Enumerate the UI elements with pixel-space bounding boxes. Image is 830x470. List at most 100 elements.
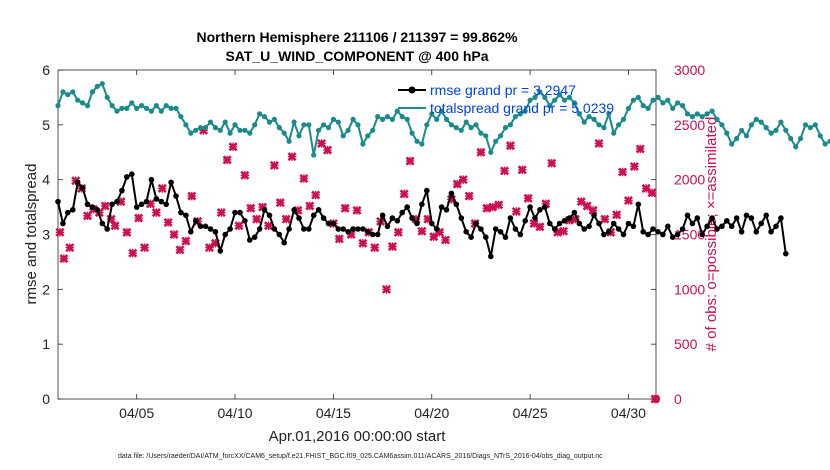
rmse-point	[743, 212, 750, 219]
y-right-tick-label: 3000	[674, 62, 705, 78]
totalspread-point	[414, 138, 420, 144]
totalspread-point	[212, 125, 218, 131]
totalspread-point	[439, 108, 445, 114]
obs-assimilated-point	[529, 219, 539, 229]
totalspread-point	[561, 97, 568, 103]
totalspread-point	[178, 114, 184, 120]
rmse-point	[478, 226, 484, 232]
rmse-point	[537, 207, 543, 213]
totalspread-point	[822, 141, 828, 147]
obs-assimilated-point	[523, 193, 533, 203]
totalspread-point	[488, 149, 494, 155]
rmse-point	[532, 215, 538, 221]
rmse-point	[748, 215, 755, 221]
totalspread-point	[232, 122, 238, 128]
totalspread-point	[291, 119, 297, 125]
totalspread-point	[261, 114, 268, 120]
totalspread-point	[704, 111, 710, 117]
totalspread-point	[119, 105, 125, 111]
x-axis-label: Apr.01,2016 00:00:00 start	[269, 428, 447, 445]
rmse-point	[571, 209, 578, 216]
totalspread-point	[198, 125, 204, 131]
totalspread-point	[778, 119, 784, 125]
rmse-point	[197, 223, 204, 230]
rmse-point	[153, 196, 160, 202]
totalspread-point	[158, 108, 164, 114]
totalspread-point	[276, 125, 282, 131]
rmse-point	[576, 220, 583, 227]
totalspread-point	[802, 122, 809, 128]
totalspread-point	[306, 122, 312, 128]
obs-assimilated-point	[381, 284, 392, 294]
rmse-point	[310, 212, 317, 219]
totalspread-point	[247, 130, 253, 136]
rmse-point	[256, 226, 263, 232]
rmse-point	[79, 185, 86, 191]
rmse-point	[517, 231, 524, 238]
totalspread-point	[217, 127, 223, 133]
rmse-point	[217, 248, 224, 254]
totalspread-point	[493, 138, 499, 144]
totalspread-point	[55, 103, 61, 109]
rmse-point	[55, 198, 61, 205]
obs-assimilated-point	[618, 167, 628, 177]
totalspread-point	[527, 97, 533, 103]
rmse-point	[635, 201, 642, 208]
rmse-point	[104, 226, 110, 232]
totalspread-point	[286, 138, 292, 144]
y-right-tick-label: 1000	[674, 281, 705, 297]
totalspread-point	[321, 122, 327, 128]
rmse-point	[669, 234, 676, 240]
totalspread-point	[65, 92, 71, 98]
rmse-point	[620, 231, 627, 238]
totalspread-point	[552, 97, 558, 103]
chart-title-line2: SAT_U_WIND_COMPONENT @ 400 hPa	[225, 48, 488, 64]
rmse-point	[129, 171, 135, 177]
obs-assimilated-point	[187, 191, 197, 201]
rmse-point	[374, 231, 381, 238]
totalspread-point	[129, 100, 135, 106]
rmse-point	[133, 204, 140, 210]
rmse-point	[350, 226, 356, 232]
rmse-point	[453, 201, 460, 208]
totalspread-point	[650, 97, 656, 103]
obs-assimilated-point	[517, 165, 527, 175]
totalspread-point	[468, 125, 474, 131]
totalspread-point	[611, 130, 617, 136]
totalspread-point	[714, 116, 720, 122]
totalspread-point	[645, 105, 651, 111]
totalspread-point	[448, 122, 454, 128]
rmse-point	[89, 204, 96, 210]
rmse-point	[561, 218, 568, 224]
totalspread-point	[827, 138, 830, 144]
rmse-point	[640, 229, 646, 235]
obs-assimilated-point	[405, 156, 415, 166]
rmse-point	[665, 223, 671, 230]
totalspread-point	[134, 105, 140, 111]
obs-assimilated-point	[82, 211, 93, 221]
y-right-tick-label: 500	[674, 336, 698, 352]
rmse-point	[330, 220, 337, 227]
obs-possible-point	[652, 395, 660, 403]
totalspread-point	[80, 100, 86, 106]
totalspread-point	[753, 116, 759, 122]
rmse-point	[497, 229, 504, 235]
totalspread-point	[345, 127, 351, 133]
rmse-point	[660, 231, 666, 238]
totalspread-point	[296, 133, 302, 139]
totalspread-point	[409, 130, 415, 136]
rmse-point	[448, 190, 455, 197]
totalspread-point	[360, 141, 366, 147]
chart-title-line1: Northern Hemisphere 211106 / 211397 = 99…	[196, 29, 518, 45]
y-left-ticks: 0 1 2 3 4 5 6	[42, 62, 63, 407]
rmse-point	[119, 187, 125, 194]
obs-assimilated-point	[287, 152, 297, 162]
totalspread-point	[222, 119, 228, 125]
rmse-point	[738, 229, 745, 235]
obs-assimilated-point	[169, 229, 179, 240]
obs-assimilated-point	[228, 142, 238, 152]
rmse-point	[778, 215, 784, 221]
y-left-tick-label: 2	[42, 281, 50, 297]
rmse-point	[99, 220, 106, 227]
rmse-point	[379, 212, 386, 219]
